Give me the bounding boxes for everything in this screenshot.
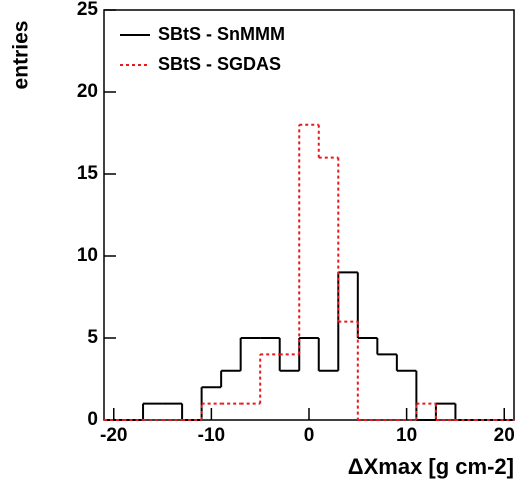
x-axis-label: ΔXmax [g cm-2] (348, 454, 514, 479)
y-tick-label: 15 (77, 163, 99, 184)
y-tick-label: 10 (77, 245, 98, 266)
y-tick-label: 5 (87, 327, 98, 348)
y-tick-label: 25 (77, 0, 99, 20)
x-tick-label: -20 (100, 425, 127, 446)
legend-label: SBtS - SnMMM (158, 24, 285, 44)
x-tick-label: 20 (494, 425, 515, 446)
x-tick-label: 0 (304, 425, 315, 446)
x-tick-label: -10 (198, 425, 225, 446)
y-tick-label: 0 (87, 409, 98, 430)
y-tick-label: 20 (77, 81, 98, 102)
y-axis-label: entries (10, 21, 33, 90)
x-tick-label: 10 (396, 425, 417, 446)
legend-label: SBtS - SGDAS (158, 54, 281, 74)
